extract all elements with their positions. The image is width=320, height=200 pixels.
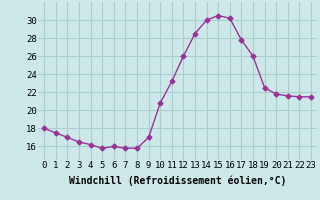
X-axis label: Windchill (Refroidissement éolien,°C): Windchill (Refroidissement éolien,°C) bbox=[69, 176, 286, 186]
